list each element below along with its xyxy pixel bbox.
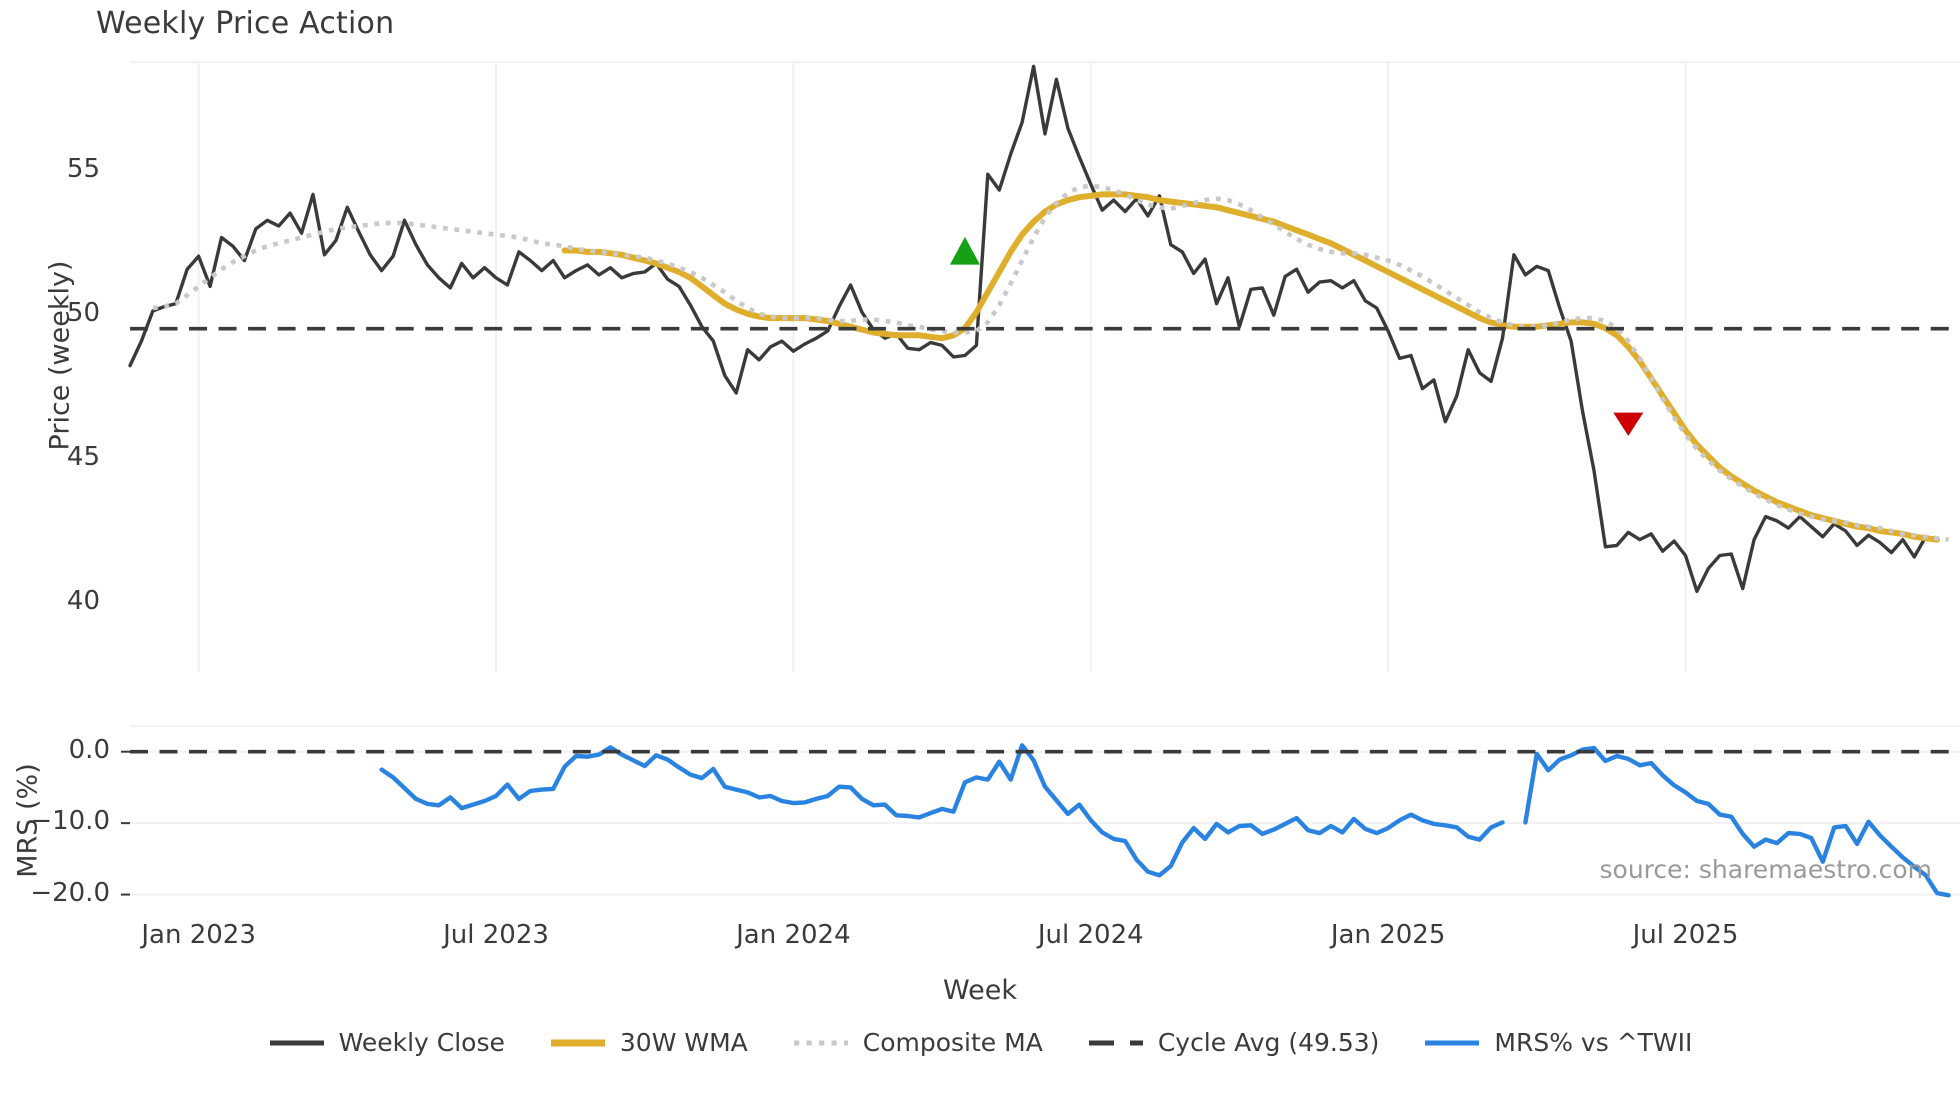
series-composite-ma: [152, 183, 1949, 542]
legend-item[interactable]: Composite MA: [792, 1028, 1043, 1057]
x-tick: Jul 2024: [1037, 920, 1144, 950]
series-weekly-close: [128, 64, 1928, 594]
price-axis-label: Price (weekly): [44, 260, 76, 451]
series-mrs-seg-1: [1523, 745, 1951, 898]
legend-swatch-3: [1088, 1040, 1143, 1045]
page-title: Weekly Price Action: [96, 6, 395, 41]
legend-swatch-4: [1425, 1040, 1480, 1045]
x-tick: Jul 2023: [443, 920, 549, 950]
price-y-tick: 40: [66, 585, 100, 616]
legend-label: Cycle Avg (49.53): [1157, 1028, 1380, 1057]
price-y-tick: 45: [66, 442, 100, 473]
legend-label: 30W WMA: [619, 1028, 748, 1057]
legend-swatch-2: [793, 1040, 848, 1045]
mrs-y-tick: −20.0: [30, 877, 110, 908]
chart-legend: Weekly Close 30W WMA Composite MA Cycle Avg…: [0, 1028, 1960, 1057]
x-tick: Jan 2023: [141, 920, 256, 950]
legend-label: MRS% vs ^TWII: [1494, 1028, 1693, 1057]
legend-label: Weekly Close: [338, 1028, 505, 1057]
price-y-tick: 55: [66, 154, 100, 185]
series-30w-wma: [561, 191, 1941, 543]
buy-marker: [949, 236, 980, 265]
mrs-y-tick: 0.0: [68, 734, 110, 765]
source-watermark: source: sharemaestro.com: [1599, 855, 1933, 884]
x-tick: Jan 2024: [736, 920, 851, 950]
series-mrs-seg-0: [379, 743, 1505, 878]
x-tick: Jan 2025: [1330, 920, 1446, 950]
legend-item[interactable]: 30W WMA: [549, 1028, 748, 1057]
x-axis-label: Week: [943, 975, 1017, 1006]
legend-swatch-1: [550, 1039, 605, 1046]
legend-item[interactable]: MRS% vs ^TWII: [1423, 1028, 1692, 1057]
legend-item[interactable]: Cycle Avg (49.53): [1087, 1028, 1380, 1057]
legend-item[interactable]: Weekly Close: [268, 1028, 505, 1057]
legend-label: Composite MA: [862, 1028, 1043, 1057]
price-y-tick: 50: [66, 298, 100, 329]
legend-swatch-0: [269, 1040, 324, 1045]
x-tick: Jul 2025: [1632, 920, 1739, 950]
sell-marker: [1613, 412, 1644, 436]
mrs-y-tick: −10.0: [30, 806, 110, 837]
